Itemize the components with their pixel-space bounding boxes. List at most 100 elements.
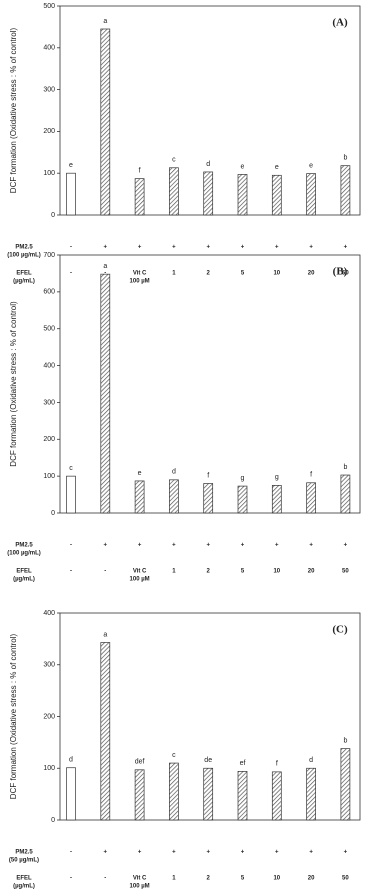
y-axis-label: DCF formation (Oxidative stress : % of c… (9, 27, 18, 193)
bar (203, 171, 214, 216)
significance-letter: e (309, 162, 313, 169)
y-tick-label: 400 (43, 362, 55, 369)
y-tick-label: 400 (43, 45, 55, 52)
row-cell: 20 (308, 876, 315, 882)
bar (271, 485, 282, 514)
panel-label: (B) (333, 266, 348, 278)
row-cell: + (241, 245, 245, 251)
row-label: (µg/mL) (13, 279, 35, 285)
y-tick-label: 300 (43, 662, 55, 669)
y-axis-label: DCF formation (Oxidative stress : % of c… (9, 301, 18, 467)
row-label: PM2.5 (15, 543, 33, 549)
significance-letter: b (343, 737, 347, 744)
significance-letter: f (310, 472, 312, 479)
bar (169, 479, 179, 514)
row-label: (µg/mL) (13, 884, 35, 890)
row-cell: - (70, 271, 72, 277)
y-tick-label: 300 (43, 399, 55, 406)
significance-letter: a (103, 631, 107, 638)
row-label: (µg/mL) (13, 577, 35, 583)
significance-letter: e (275, 164, 279, 171)
bar (134, 769, 145, 821)
row-cell: 2 (207, 569, 211, 575)
row-cell: 5 (241, 271, 245, 277)
y-tick-label: 0 (51, 510, 55, 517)
row-cell: + (138, 543, 142, 549)
row-cell: + (275, 543, 279, 549)
row-cell: + (344, 543, 348, 549)
bar (340, 165, 351, 216)
significance-letter: def (135, 759, 145, 766)
row-cell: - (70, 245, 72, 251)
row-cell: 100 µM (130, 577, 150, 583)
row-cell: - (70, 850, 72, 856)
row-cell: - (70, 543, 72, 549)
bar (66, 767, 76, 821)
row-cell: 10 (273, 271, 280, 277)
significance-letter: g (275, 474, 279, 481)
row-cell: Vit C (133, 569, 147, 575)
row-cell: + (241, 850, 245, 856)
row-label: EFEL (16, 876, 32, 882)
bar (66, 172, 76, 216)
row-cell: + (104, 543, 108, 549)
row-cell: + (104, 245, 108, 251)
bar (306, 767, 316, 821)
row-cell: + (344, 245, 348, 251)
panel-label: (A) (332, 17, 348, 29)
row-cell: 2 (207, 271, 211, 277)
row-cell: - (70, 876, 72, 882)
bar (237, 485, 248, 514)
row-cell: - (70, 569, 72, 575)
y-tick-label: 100 (43, 473, 55, 480)
significance-letter: d (172, 469, 176, 476)
row-cell: + (206, 543, 210, 549)
y-tick-label: 200 (43, 713, 55, 720)
row-cell: - (104, 569, 106, 575)
significance-letter: c (69, 465, 73, 472)
row-cell: + (172, 245, 176, 251)
row-cell: + (104, 850, 108, 856)
y-tick-label: 100 (43, 170, 55, 177)
bar (306, 482, 316, 514)
bar (237, 174, 248, 216)
significance-letter: ef (240, 760, 246, 767)
row-cell: + (275, 245, 279, 251)
y-tick-label: 400 (43, 610, 55, 617)
bar (134, 480, 145, 514)
row-cell: 10 (273, 876, 280, 882)
y-axis-label: DCF formation (Oxidative stress : % of c… (9, 633, 18, 799)
row-cell: 1 (172, 876, 176, 882)
significance-letter: f (207, 472, 209, 479)
significance-letter: e (241, 163, 245, 170)
bar (169, 762, 179, 821)
bar (340, 748, 351, 821)
row-label: PM2.5 (15, 850, 33, 856)
bar (100, 642, 111, 821)
bar (169, 167, 179, 216)
y-tick-label: 500 (43, 3, 55, 10)
row-label: (100 µg/mL) (7, 253, 40, 259)
significance-letter: d (309, 757, 313, 764)
row-cell: 5 (241, 876, 245, 882)
row-cell: 1 (172, 271, 176, 277)
bar (340, 474, 351, 514)
row-cell: + (275, 850, 279, 856)
row-cell: + (206, 245, 210, 251)
y-tick-label: 0 (51, 817, 55, 824)
y-tick-label: 600 (43, 289, 55, 296)
bar (66, 475, 76, 514)
bar (237, 771, 248, 821)
significance-letter: b (343, 155, 347, 162)
row-cell: 5 (241, 569, 245, 575)
row-label: EFEL (16, 569, 32, 575)
row-cell: 2 (207, 876, 211, 882)
y-tick-label: 100 (43, 765, 55, 772)
row-cell: + (241, 543, 245, 549)
y-tick-label: 700 (43, 252, 55, 259)
significance-letter: a (103, 263, 107, 270)
significance-letter: de (204, 757, 212, 764)
row-cell: - (104, 876, 106, 882)
row-cell: + (172, 850, 176, 856)
